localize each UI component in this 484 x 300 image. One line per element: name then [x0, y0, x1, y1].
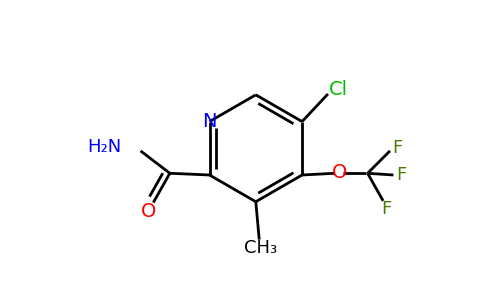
Text: H₂N: H₂N: [87, 138, 121, 156]
Text: Cl: Cl: [329, 80, 348, 99]
Text: N: N: [202, 112, 217, 131]
Text: O: O: [140, 202, 156, 221]
Text: F: F: [396, 166, 406, 184]
Text: CH₃: CH₃: [244, 239, 277, 257]
Text: F: F: [392, 139, 402, 157]
Text: F: F: [381, 200, 392, 218]
Text: O: O: [332, 163, 347, 182]
